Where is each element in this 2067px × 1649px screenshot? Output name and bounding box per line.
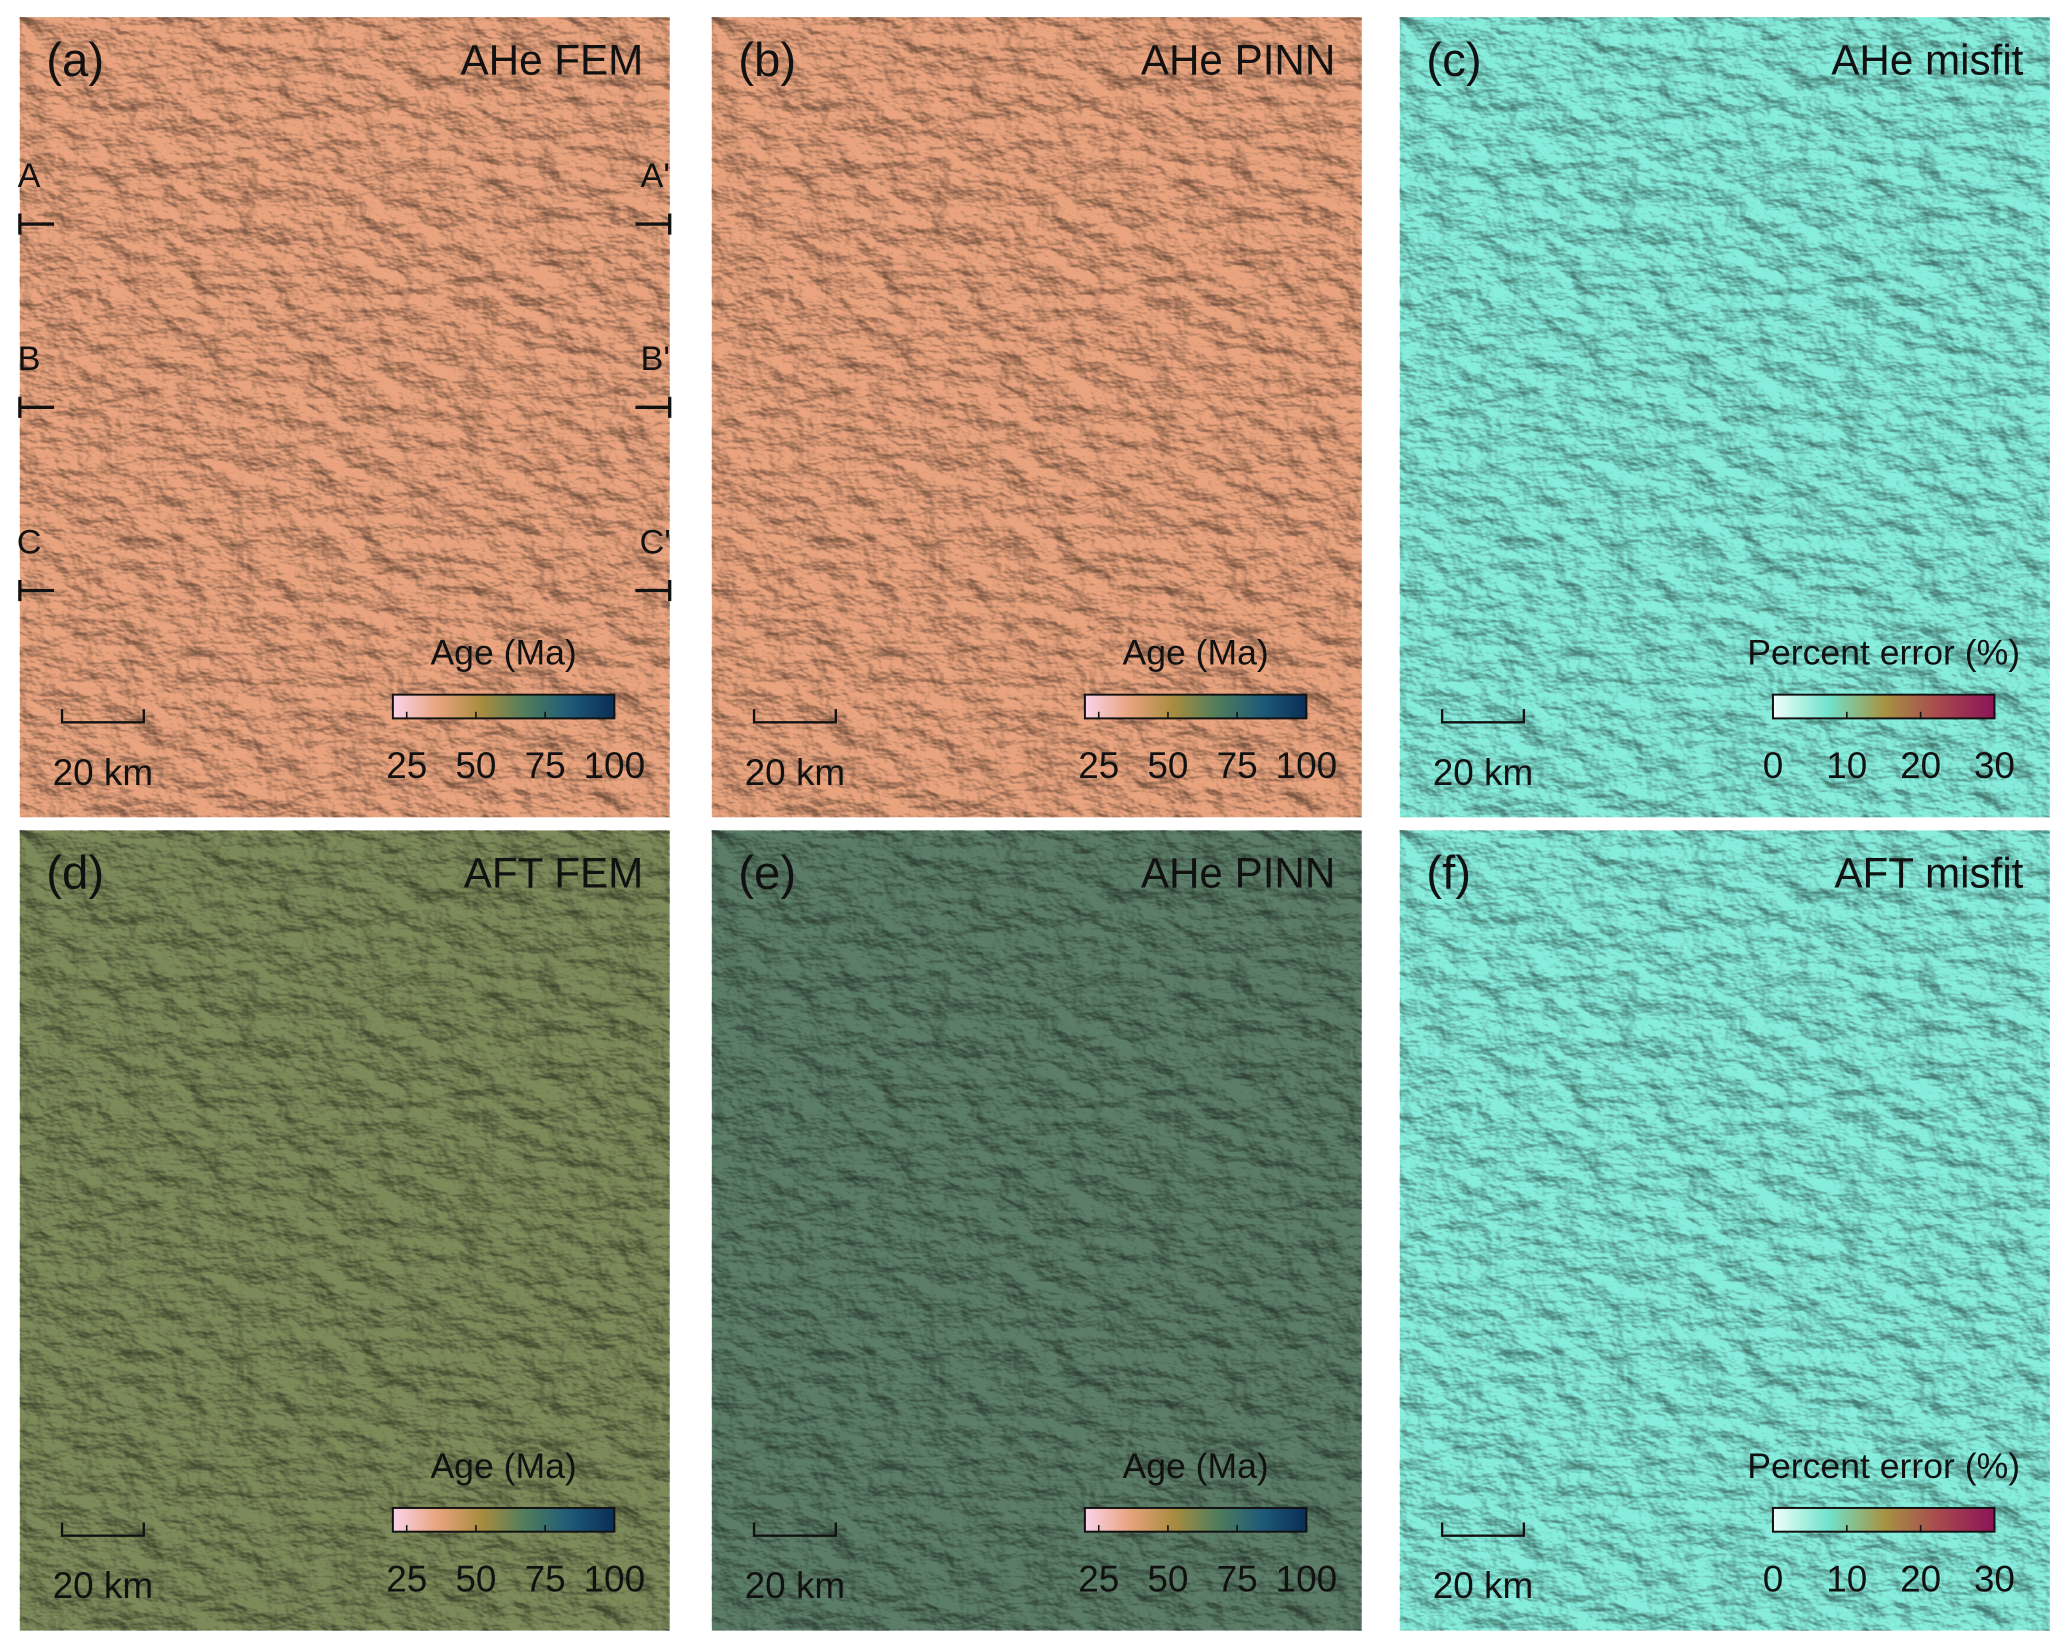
panel-label: (f) [1426, 847, 1471, 900]
colorbar [391, 1506, 616, 1533]
scale-bar [1440, 1522, 1526, 1537]
colorbar-title: Age (Ma) [1122, 1446, 1268, 1486]
section-label: B' [640, 340, 669, 378]
colorbar-tick-label: 100 [584, 745, 646, 786]
colorbar-tick-label: 50 [1147, 745, 1188, 786]
terrain-shading [19, 17, 670, 818]
colorbar-tick-label: 50 [1147, 1559, 1188, 1600]
terrain-shading [19, 830, 670, 1631]
panel: (d) AFT FEM Age (Ma) 25 50 75 100 20 km [19, 830, 670, 1631]
section-marker [635, 213, 672, 235]
panel-title: AHe FEM [461, 36, 644, 83]
scale-bar-label: 20 km [745, 1565, 845, 1606]
section-marker [18, 579, 55, 602]
colorbar-tick-label: 20 [1900, 745, 1941, 786]
colorbar-tick-label: 10 [1826, 745, 1867, 786]
colorbar-title: Age (Ma) [1122, 633, 1268, 673]
terrain-shading [711, 830, 1362, 1631]
terrain-shading [1399, 830, 2050, 1631]
scale-bar [60, 1522, 145, 1537]
colorbar-tick-label: 25 [1078, 1559, 1119, 1600]
section-marker [18, 396, 55, 418]
colorbar-tick-label: 25 [1078, 745, 1119, 786]
panel-label: (e) [738, 847, 796, 900]
colorbar-tick-label: 100 [584, 1559, 646, 1600]
colorbar-tick-label: 20 [1900, 1559, 1941, 1600]
section-label: C' [640, 523, 671, 561]
panel-title: AHe PINN [1141, 850, 1336, 897]
colorbar-tick-label: 75 [525, 1559, 566, 1600]
colorbar-tick-label: 50 [455, 1559, 496, 1600]
section-label: A' [640, 157, 669, 195]
scale-bar-label: 20 km [53, 752, 153, 793]
colorbar [1083, 693, 1308, 720]
panel: (e) AHe PINN Age (Ma) 25 50 75 100 20 km [711, 830, 1362, 1631]
section-marker [635, 396, 672, 418]
colorbar-tick-label: 25 [386, 1559, 427, 1600]
colorbar-tick-label: 75 [1217, 745, 1258, 786]
panel-title: AHe misfit [1831, 36, 2023, 83]
scale-bar [1440, 709, 1526, 724]
panel-title: AFT FEM [464, 850, 644, 897]
colorbar-tick-label: 75 [1217, 1559, 1258, 1600]
panel-label: (d) [46, 847, 104, 900]
colorbar-tick-label: 100 [1276, 1559, 1338, 1600]
colorbar-tick-label: 25 [386, 745, 427, 786]
colorbar-title: Age (Ma) [430, 633, 576, 673]
panel-label: (a) [46, 34, 104, 87]
section-marker [18, 213, 55, 235]
panel-label: (b) [738, 34, 796, 87]
panel-label: (c) [1426, 34, 1481, 87]
colorbar-tick-label: 50 [455, 745, 496, 786]
scale-bar-label: 20 km [1433, 1565, 1533, 1606]
colorbar-title: Percent error (%) [1747, 1446, 2020, 1486]
scale-bar [60, 709, 145, 724]
colorbar [391, 693, 616, 720]
colorbar-tick-label: 30 [1974, 1559, 2015, 1600]
section-label: B [18, 340, 41, 378]
panel: (a) AHe FEM Age (Ma) 25 50 75 100 20 km A A' B B' C C… [17, 17, 672, 818]
colorbar-title: Percent error (%) [1747, 633, 2020, 673]
panel: (c) AHe misfit Percent error (%) 0 10 20 30 20 … [1399, 17, 2050, 818]
panel: (f) AFT misfit Percent error (%) 0 10 20 30 20 … [1399, 830, 2050, 1631]
section-label: C [17, 523, 42, 561]
colorbar [1771, 693, 1996, 720]
colorbar [1771, 1506, 1996, 1533]
scale-bar-label: 20 km [1433, 752, 1533, 793]
colorbar [1083, 1506, 1308, 1533]
colorbar-tick-label: 100 [1276, 745, 1338, 786]
colorbar-tick-label: 10 [1826, 1559, 1867, 1600]
terrain-shading [711, 17, 1362, 818]
scale-bar-label: 20 km [745, 752, 845, 793]
colorbar-title: Age (Ma) [430, 1446, 576, 1486]
terrain-shading [1399, 17, 2050, 818]
section-label: A [18, 157, 41, 195]
colorbar-tick-label: 30 [1974, 745, 2015, 786]
scale-bar-label: 20 km [53, 1565, 153, 1606]
colorbar-tick-label: 0 [1763, 745, 1784, 786]
panel-title: AHe PINN [1141, 36, 1336, 83]
panel-title: AFT misfit [1834, 850, 2023, 897]
scale-bar [752, 709, 837, 724]
scale-bar [752, 1522, 837, 1537]
panel: (b) AHe PINN Age (Ma) 25 50 75 100 20 km [711, 17, 1362, 818]
section-marker [635, 579, 672, 602]
colorbar-tick-label: 75 [525, 745, 566, 786]
colorbar-tick-label: 0 [1763, 1559, 1784, 1600]
